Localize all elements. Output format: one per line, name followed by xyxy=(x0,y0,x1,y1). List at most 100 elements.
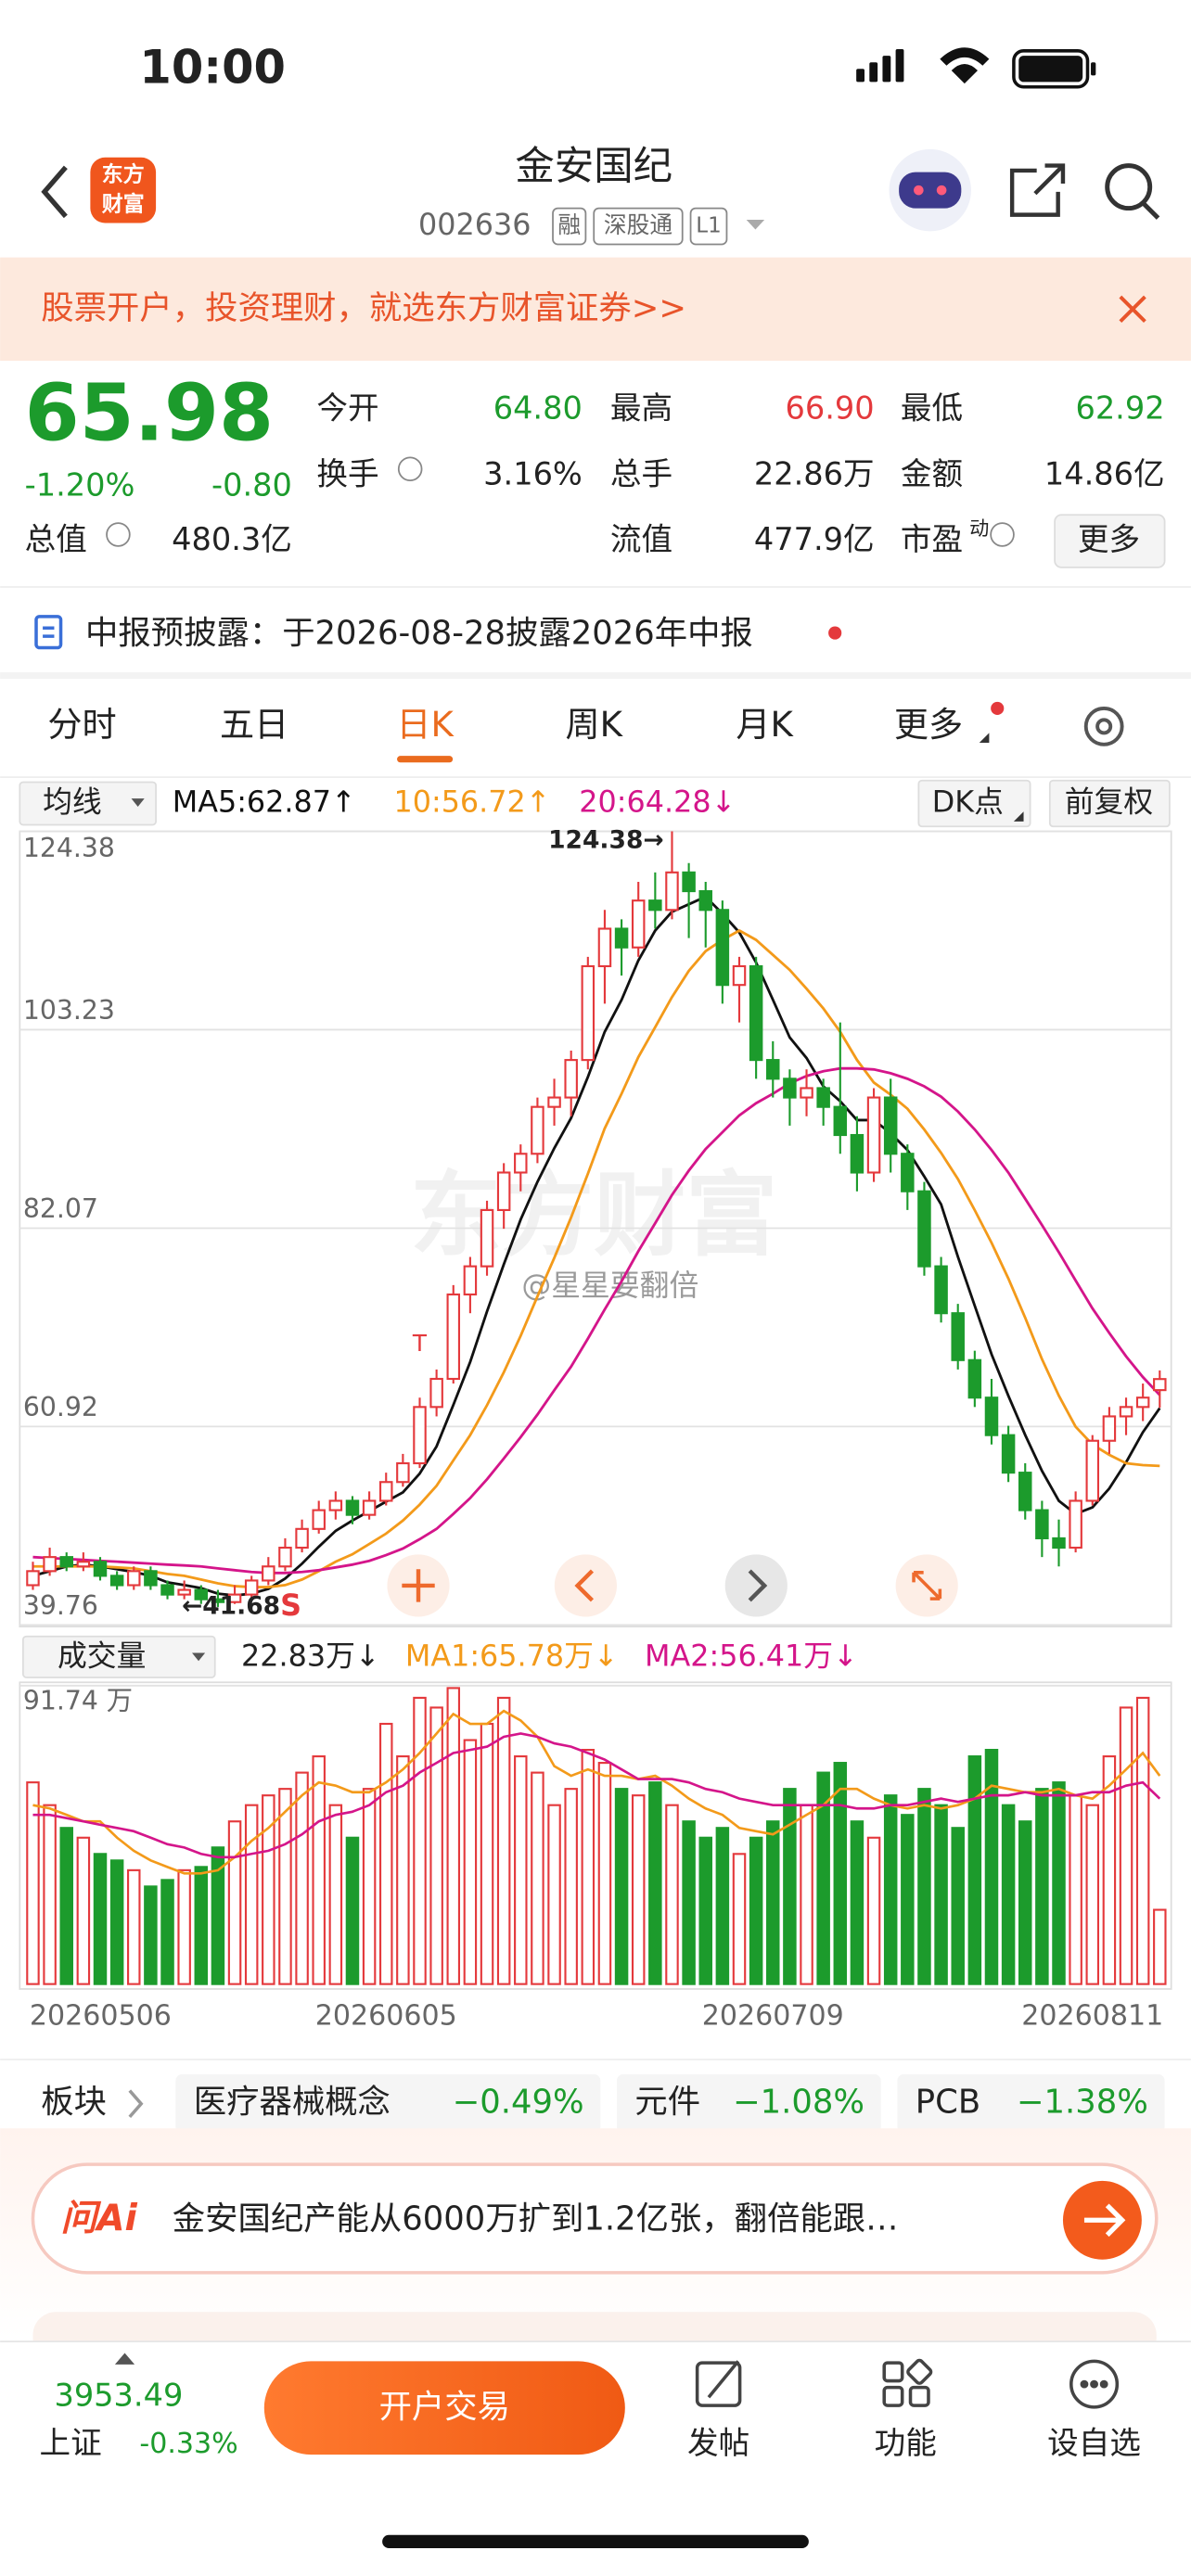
candle-body xyxy=(514,1153,528,1174)
volume-bar xyxy=(547,1804,561,1985)
volume-bar xyxy=(413,1696,427,1985)
volume-bar xyxy=(43,1804,57,1985)
settings-button[interactable] xyxy=(1083,706,1124,746)
notice-icon xyxy=(34,615,63,650)
index-change[interactable]: -0.33% xyxy=(139,2428,237,2460)
volume-bar xyxy=(480,1722,494,1985)
info-icon[interactable] xyxy=(990,522,1015,547)
tab[interactable]: 分时 xyxy=(47,705,116,745)
nav-label[interactable]: 发帖 xyxy=(687,2425,749,2461)
search-button[interactable] xyxy=(1105,163,1160,220)
volume-select[interactable] xyxy=(21,1635,216,1678)
more-label[interactable]: 更多 xyxy=(1078,521,1140,557)
candle-body xyxy=(295,1527,309,1549)
info-icon[interactable] xyxy=(397,456,423,481)
candle-body xyxy=(378,1481,393,1502)
field-label: 市盈 xyxy=(901,521,963,557)
volume-bar xyxy=(160,1879,174,1985)
volume-bar xyxy=(278,1788,292,1985)
field-value: 3.16% xyxy=(483,455,583,491)
nav-label[interactable]: 功能 xyxy=(875,2425,937,2461)
sector-change[interactable]: −1.08% xyxy=(733,2084,864,2122)
volume-bar xyxy=(883,1794,898,1985)
sector-name[interactable]: PCB xyxy=(916,2084,980,2122)
indicator-label[interactable]: 均线 xyxy=(43,784,102,819)
ai-question[interactable]: 金安国纪产能从6000万扩到1.2亿张，翻倍能跟… xyxy=(173,2200,899,2238)
candle-body xyxy=(227,1593,242,1603)
volume-bar xyxy=(648,1781,662,1985)
trade-button[interactable] xyxy=(263,2361,625,2455)
notice-text[interactable]: 中报预披露：于2026-08-28披露2026年中报 xyxy=(85,614,753,652)
trade-label[interactable]: 开户交易 xyxy=(379,2389,510,2427)
field-value: 62.92 xyxy=(1075,390,1164,427)
candle-body xyxy=(345,1499,360,1516)
sector-chip[interactable] xyxy=(616,2073,881,2134)
sector-label[interactable]: 板块 xyxy=(41,2084,107,2122)
banner[interactable] xyxy=(0,257,1191,362)
sector-name[interactable]: 医疗器械概念 xyxy=(194,2084,391,2122)
candle-body xyxy=(413,1406,427,1465)
x-tick-label: 20260605 xyxy=(315,2000,457,2033)
dk-label[interactable]: DK点 xyxy=(932,784,1004,819)
tab[interactable]: 日K xyxy=(396,705,455,745)
more-button[interactable] xyxy=(1054,514,1166,568)
index-name[interactable]: 上证 xyxy=(40,2425,102,2461)
share-button[interactable] xyxy=(1009,163,1066,217)
volume-bar xyxy=(597,1762,612,1985)
adjust-button[interactable] xyxy=(1048,779,1171,828)
dk-button[interactable] xyxy=(917,779,1031,828)
volume-chart: 91.74 万 20260506 20260605 20260709 20260811 xyxy=(19,1684,1172,2033)
assistant-avatar[interactable] xyxy=(889,148,971,232)
expand-icon[interactable] xyxy=(114,2353,135,2365)
field-label: 换手 xyxy=(316,455,378,491)
sector-chip[interactable] xyxy=(897,2073,1165,2134)
back-button[interactable] xyxy=(41,165,68,219)
candle-body xyxy=(463,1265,478,1296)
candle-body xyxy=(783,1078,797,1099)
candle-body xyxy=(698,889,712,912)
ma-line xyxy=(32,928,1160,1588)
tab[interactable]: 更多 xyxy=(894,705,963,745)
volume-bar xyxy=(917,1788,931,1985)
nav-label[interactable]: 设自选 xyxy=(1047,2425,1141,2461)
volume-bar xyxy=(984,1749,999,1985)
candle-body xyxy=(800,1087,813,1099)
volume-bar xyxy=(564,1788,578,1985)
sector-name[interactable]: 元件 xyxy=(634,2084,700,2122)
banner-text[interactable]: 股票开户，投资理财，就选东方财富证券>> xyxy=(41,289,686,327)
ai-bar[interactable] xyxy=(31,2162,1159,2275)
y-tick-label: 39.76 xyxy=(23,1590,98,1621)
dropdown-icon[interactable] xyxy=(746,219,765,230)
volume-bar xyxy=(1119,1706,1133,1985)
index-value[interactable]: 3953.49 xyxy=(54,2378,183,2414)
sector-change[interactable]: −0.49% xyxy=(453,2084,584,2122)
volume-bar xyxy=(951,1827,965,1985)
sector-change[interactable]: −1.38% xyxy=(1017,2084,1148,2122)
volume-bar xyxy=(766,1820,780,1985)
badge-text: L1 xyxy=(696,214,721,238)
tab[interactable]: 月K xyxy=(736,705,794,745)
tab[interactable]: 五日 xyxy=(220,705,288,745)
adjust-label[interactable]: 前复权 xyxy=(1065,784,1153,819)
info-icon[interactable] xyxy=(106,522,131,547)
volume-bar xyxy=(59,1827,73,1985)
close-banner[interactable] xyxy=(1119,295,1146,323)
volume-bar xyxy=(144,1885,158,1985)
sector-chip[interactable] xyxy=(175,2073,601,2134)
x-tick-label: 20260506 xyxy=(30,2000,172,2033)
volume-bar xyxy=(396,1755,410,1985)
ma-line xyxy=(32,895,1161,1597)
candle-body xyxy=(866,1096,881,1174)
candle-body xyxy=(984,1396,999,1436)
tab[interactable]: 周K xyxy=(565,705,623,745)
candle-body xyxy=(816,1087,830,1108)
candle-body xyxy=(901,1153,915,1192)
candle-body xyxy=(1119,1406,1133,1418)
volume-bar xyxy=(934,1804,948,1985)
indicator-select[interactable] xyxy=(19,781,157,826)
volume-bar xyxy=(749,1836,763,1985)
candle-body xyxy=(278,1546,292,1568)
volume-indicator[interactable]: 成交量 xyxy=(58,1639,146,1674)
candle-body xyxy=(93,1561,108,1577)
candle-body xyxy=(665,871,679,912)
